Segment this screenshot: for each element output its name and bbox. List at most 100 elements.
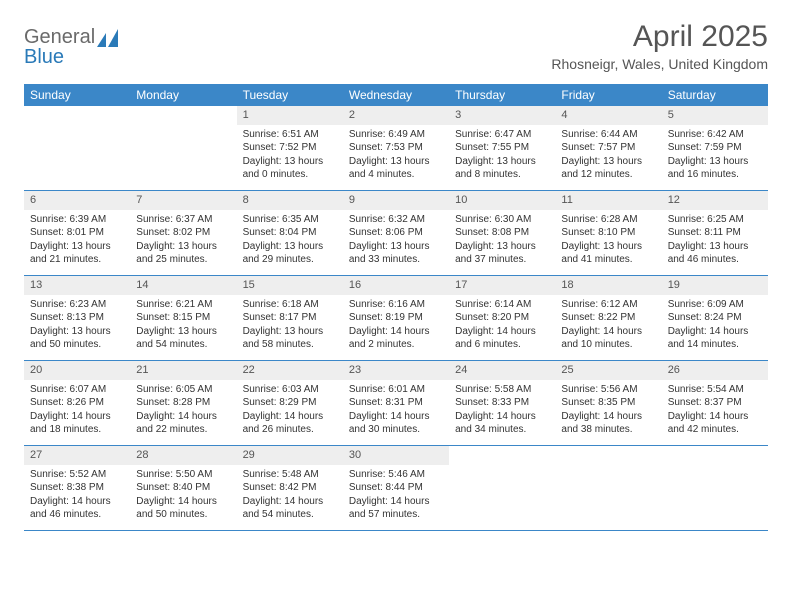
day-number: 11 <box>555 191 661 210</box>
day-cell: 22Sunrise: 6:03 AMSunset: 8:29 PMDayligh… <box>237 361 343 445</box>
day-number: 13 <box>24 276 130 295</box>
day-details: Sunrise: 6:25 AMSunset: 8:11 PMDaylight:… <box>662 210 768 273</box>
daylight-text-1: Daylight: 14 hours <box>136 495 230 509</box>
daylight-text-1: Daylight: 13 hours <box>668 240 762 254</box>
weekday-header: Sunday <box>24 84 130 106</box>
sunrise-text: Sunrise: 6:42 AM <box>668 128 762 142</box>
daylight-text-1: Daylight: 14 hours <box>561 410 655 424</box>
daylight-text-2: and 2 minutes. <box>349 338 443 352</box>
sunset-text: Sunset: 8:06 PM <box>349 226 443 240</box>
sunrise-text: Sunrise: 6:39 AM <box>30 213 124 227</box>
sunrise-text: Sunrise: 6:01 AM <box>349 383 443 397</box>
sunset-text: Sunset: 7:53 PM <box>349 141 443 155</box>
day-number: 12 <box>662 191 768 210</box>
weekday-header: Friday <box>555 84 661 106</box>
daylight-text-2: and 8 minutes. <box>455 168 549 182</box>
daylight-text-2: and 46 minutes. <box>30 508 124 522</box>
weekday-header: Tuesday <box>237 84 343 106</box>
day-number: 18 <box>555 276 661 295</box>
daylight-text-2: and 58 minutes. <box>243 338 337 352</box>
daylight-text-2: and 57 minutes. <box>349 508 443 522</box>
day-details: Sunrise: 5:52 AMSunset: 8:38 PMDaylight:… <box>24 465 130 528</box>
day-details: Sunrise: 5:50 AMSunset: 8:40 PMDaylight:… <box>130 465 236 528</box>
daylight-text-1: Daylight: 13 hours <box>455 155 549 169</box>
day-details: Sunrise: 5:48 AMSunset: 8:42 PMDaylight:… <box>237 465 343 528</box>
day-details: Sunrise: 6:39 AMSunset: 8:01 PMDaylight:… <box>24 210 130 273</box>
day-details: Sunrise: 6:05 AMSunset: 8:28 PMDaylight:… <box>130 380 236 443</box>
daylight-text-2: and 10 minutes. <box>561 338 655 352</box>
daylight-text-1: Daylight: 14 hours <box>30 495 124 509</box>
sunset-text: Sunset: 8:11 PM <box>668 226 762 240</box>
sunset-text: Sunset: 8:42 PM <box>243 481 337 495</box>
sunrise-text: Sunrise: 6:28 AM <box>561 213 655 227</box>
sunset-text: Sunset: 7:57 PM <box>561 141 655 155</box>
sunset-text: Sunset: 8:24 PM <box>668 311 762 325</box>
sunrise-text: Sunrise: 6:35 AM <box>243 213 337 227</box>
daylight-text-2: and 26 minutes. <box>243 423 337 437</box>
day-number: 29 <box>237 446 343 465</box>
daylight-text-1: Daylight: 13 hours <box>349 155 443 169</box>
day-number: 25 <box>555 361 661 380</box>
sunset-text: Sunset: 8:01 PM <box>30 226 124 240</box>
day-details: Sunrise: 5:56 AMSunset: 8:35 PMDaylight:… <box>555 380 661 443</box>
sunset-text: Sunset: 7:55 PM <box>455 141 549 155</box>
day-cell: 4Sunrise: 6:44 AMSunset: 7:57 PMDaylight… <box>555 106 661 190</box>
daylight-text-2: and 54 minutes. <box>243 508 337 522</box>
sunset-text: Sunset: 8:10 PM <box>561 226 655 240</box>
weekday-header-row: SundayMondayTuesdayWednesdayThursdayFrid… <box>24 84 768 106</box>
day-number: 1 <box>237 106 343 125</box>
day-cell <box>555 446 661 530</box>
sunset-text: Sunset: 8:37 PM <box>668 396 762 410</box>
page-header: General April 2025 Rhosneigr, Wales, Uni… <box>24 20 768 72</box>
sunset-text: Sunset: 8:31 PM <box>349 396 443 410</box>
sunset-text: Sunset: 8:13 PM <box>30 311 124 325</box>
sunrise-text: Sunrise: 5:56 AM <box>561 383 655 397</box>
daylight-text-1: Daylight: 14 hours <box>349 495 443 509</box>
day-number: 3 <box>449 106 555 125</box>
daylight-text-2: and 14 minutes. <box>668 338 762 352</box>
day-details: Sunrise: 6:07 AMSunset: 8:26 PMDaylight:… <box>24 380 130 443</box>
day-number: 5 <box>662 106 768 125</box>
daylight-text-1: Daylight: 14 hours <box>455 410 549 424</box>
daylight-text-1: Daylight: 13 hours <box>30 240 124 254</box>
day-number: 19 <box>662 276 768 295</box>
day-cell: 21Sunrise: 6:05 AMSunset: 8:28 PMDayligh… <box>130 361 236 445</box>
day-number: 17 <box>449 276 555 295</box>
day-details: Sunrise: 6:12 AMSunset: 8:22 PMDaylight:… <box>555 295 661 358</box>
daylight-text-1: Daylight: 13 hours <box>136 325 230 339</box>
sunrise-text: Sunrise: 6:37 AM <box>136 213 230 227</box>
day-number: 6 <box>24 191 130 210</box>
sunrise-text: Sunrise: 6:09 AM <box>668 298 762 312</box>
sunrise-text: Sunrise: 6:18 AM <box>243 298 337 312</box>
sunrise-text: Sunrise: 6:16 AM <box>349 298 443 312</box>
day-details: Sunrise: 6:42 AMSunset: 7:59 PMDaylight:… <box>662 125 768 188</box>
sunrise-text: Sunrise: 6:12 AM <box>561 298 655 312</box>
day-cell <box>24 106 130 190</box>
day-number: 7 <box>130 191 236 210</box>
brand-name-part2: Blue <box>24 46 64 68</box>
daylight-text-1: Daylight: 14 hours <box>668 410 762 424</box>
day-number: 2 <box>343 106 449 125</box>
day-cell: 2Sunrise: 6:49 AMSunset: 7:53 PMDaylight… <box>343 106 449 190</box>
day-number: 22 <box>237 361 343 380</box>
calendar-grid: SundayMondayTuesdayWednesdayThursdayFrid… <box>24 84 768 531</box>
day-details: Sunrise: 6:51 AMSunset: 7:52 PMDaylight:… <box>237 125 343 188</box>
day-details: Sunrise: 5:46 AMSunset: 8:44 PMDaylight:… <box>343 465 449 528</box>
day-cell: 23Sunrise: 6:01 AMSunset: 8:31 PMDayligh… <box>343 361 449 445</box>
weekday-header: Thursday <box>449 84 555 106</box>
daylight-text-1: Daylight: 14 hours <box>136 410 230 424</box>
day-cell: 13Sunrise: 6:23 AMSunset: 8:13 PMDayligh… <box>24 276 130 360</box>
sunset-text: Sunset: 8:20 PM <box>455 311 549 325</box>
sunrise-text: Sunrise: 6:07 AM <box>30 383 124 397</box>
day-cell: 25Sunrise: 5:56 AMSunset: 8:35 PMDayligh… <box>555 361 661 445</box>
day-number: 28 <box>130 446 236 465</box>
day-details: Sunrise: 6:16 AMSunset: 8:19 PMDaylight:… <box>343 295 449 358</box>
daylight-text-2: and 33 minutes. <box>349 253 443 267</box>
daylight-text-2: and 34 minutes. <box>455 423 549 437</box>
sunrise-text: Sunrise: 5:58 AM <box>455 383 549 397</box>
day-cell: 5Sunrise: 6:42 AMSunset: 7:59 PMDaylight… <box>662 106 768 190</box>
day-number: 20 <box>24 361 130 380</box>
day-number: 27 <box>24 446 130 465</box>
sunset-text: Sunset: 8:04 PM <box>243 226 337 240</box>
daylight-text-1: Daylight: 13 hours <box>561 240 655 254</box>
